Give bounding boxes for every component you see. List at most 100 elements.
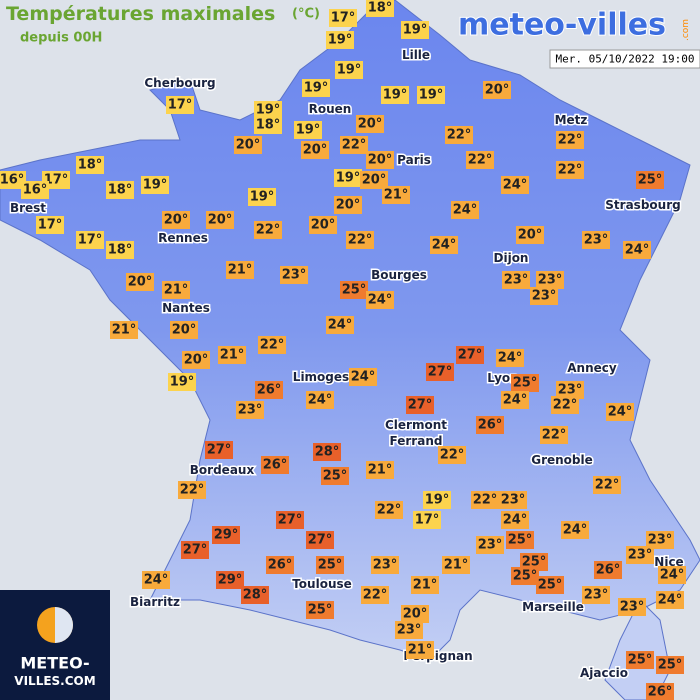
reading-label: 26° [648, 685, 673, 700]
reading-label: 24° [503, 393, 528, 408]
reading-box [471, 491, 499, 509]
reading-label: 22° [553, 398, 578, 413]
reading-box [430, 236, 458, 254]
reading-box [582, 586, 610, 604]
reading-box [618, 598, 646, 616]
reading-box [326, 31, 354, 49]
reading-label: 23° [397, 623, 422, 638]
reading-label: 20° [184, 353, 209, 368]
reading-box [506, 531, 534, 549]
reading-box [502, 271, 530, 289]
reading-box [226, 261, 254, 279]
reading-box [606, 403, 634, 421]
reading-box [656, 591, 684, 609]
reading-box [417, 86, 445, 104]
reading-label: 21° [408, 643, 433, 658]
reading-box [366, 0, 394, 17]
reading-box [162, 281, 190, 299]
reading-label: 26° [263, 458, 288, 473]
reading-label: 25° [538, 578, 563, 593]
city-label: Rouen [309, 102, 352, 116]
reading-label: 24° [658, 593, 683, 608]
reading-label: 25° [508, 533, 533, 548]
reading-box [520, 553, 548, 571]
reading-label: 27° [183, 543, 208, 558]
reading-box [536, 576, 564, 594]
reading-box [276, 511, 304, 529]
reading-label: 22° [595, 478, 620, 493]
reading-box [406, 396, 434, 414]
reading-label: 22° [473, 493, 498, 508]
city-label: Marseille [522, 600, 584, 614]
reading-box [401, 21, 429, 39]
reading-box [382, 186, 410, 204]
subtitle: depuis 00H [20, 31, 102, 46]
reading-label: 23° [538, 273, 563, 288]
reading-label: 19° [170, 375, 195, 390]
reading-label: 23° [532, 289, 557, 304]
reading-label: 22° [342, 138, 367, 153]
reading-label: 24° [328, 318, 353, 333]
reading-box [476, 416, 504, 434]
reading-label: 17° [44, 173, 69, 188]
reading-box [366, 291, 394, 309]
reading-label: 27° [428, 365, 453, 380]
reading-label: 23° [504, 273, 529, 288]
reading-label: 20° [518, 228, 543, 243]
reading-box [356, 115, 384, 133]
reading-box [110, 321, 138, 339]
reading-box [540, 426, 568, 444]
reading-box [426, 363, 454, 381]
reading-label: 20° [362, 173, 387, 188]
reading-box [241, 586, 269, 604]
reading-box [371, 556, 399, 574]
reading-box [236, 401, 264, 419]
reading-label: 19° [296, 123, 321, 138]
reading-box [178, 481, 206, 499]
reading-box [646, 683, 674, 700]
reading-label: 24° [498, 351, 523, 366]
reading-box [309, 216, 337, 234]
reading-label: 18° [108, 243, 133, 258]
reading-label: 20° [172, 323, 197, 338]
city-label: Metz [555, 113, 588, 127]
reading-label: 26° [268, 558, 293, 573]
reading-box [381, 86, 409, 104]
reading-box [306, 391, 334, 409]
city-label: Grenoble [531, 453, 593, 467]
reading-label: 25° [513, 376, 538, 391]
reading-box [170, 321, 198, 339]
reading-box [451, 201, 479, 219]
city-label: Lille [402, 48, 430, 62]
reading-box [335, 61, 363, 79]
reading-label: 23° [282, 268, 307, 283]
reading-box [658, 566, 686, 584]
reading-label: 23° [478, 538, 503, 553]
reading-box [593, 476, 621, 494]
reading-label: 26° [596, 563, 621, 578]
reading-box [162, 211, 190, 229]
reading-box [476, 536, 504, 554]
reading-box [626, 546, 654, 564]
reading-box [536, 271, 564, 289]
reading-label: 22° [256, 223, 281, 238]
reading-box [442, 556, 470, 574]
reading-box [306, 601, 334, 619]
reading-label: 24° [432, 238, 457, 253]
city-label: Biarritz [130, 595, 180, 609]
reading-label: 29° [218, 573, 243, 588]
city-label: Toulouse [292, 577, 352, 591]
reading-label: 20° [303, 143, 328, 158]
reading-label: 23° [501, 493, 526, 508]
reading-box [626, 651, 654, 669]
reading-box [255, 381, 283, 399]
reading-box [516, 226, 544, 244]
reading-label: 29° [214, 528, 239, 543]
reading-box [106, 241, 134, 259]
reading-box [141, 176, 169, 194]
reading-label: 25° [308, 603, 333, 618]
reading-label: 21° [413, 578, 438, 593]
reading-box [360, 171, 388, 189]
city-label: Bourges [371, 268, 427, 282]
